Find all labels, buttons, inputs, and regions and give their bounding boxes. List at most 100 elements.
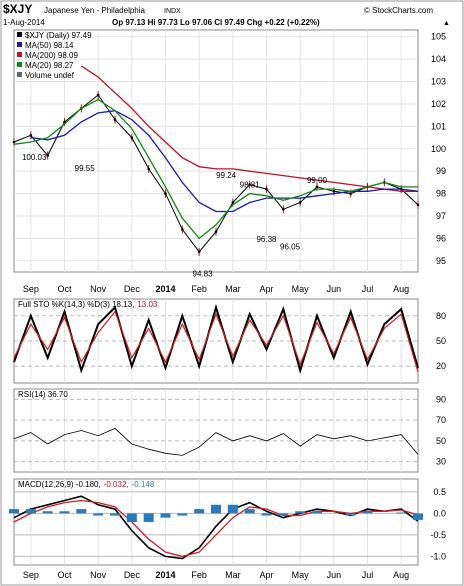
macd-histogram-bar <box>76 509 87 514</box>
sto-label: Full STO %K(14,3) %D(3) 18.13, 13.03 <box>18 300 158 309</box>
price-annotation: 96.05 <box>280 242 301 251</box>
x-tick-label: Nov <box>90 284 107 294</box>
y-tick-label: 96 <box>436 233 446 243</box>
macd-histogram-bar <box>93 513 104 516</box>
legend-label: Volume undef <box>25 71 75 80</box>
legend-label: $XJY (Daily) 97.49 <box>25 31 92 40</box>
macd-histogram-bar <box>177 513 188 516</box>
x-tick-label: 2014 <box>155 284 175 294</box>
legend-swatch <box>17 72 22 77</box>
x-tick-label: Sep <box>23 570 39 580</box>
x-tick-label: May <box>292 570 310 580</box>
y-tick-label: -0.5 <box>430 530 446 540</box>
y-tick-label: 0.0 <box>433 508 446 518</box>
macd-histogram-bar <box>396 512 407 514</box>
chart-date: 1-Aug-2014 <box>3 18 45 27</box>
x-tick-label: Aug <box>393 570 409 580</box>
panel-frame <box>13 29 419 273</box>
x-tick-label: Oct <box>57 570 72 580</box>
x-tick-label: Apr <box>259 284 273 294</box>
macd-histogram-bar <box>160 513 171 518</box>
y-tick-label: 20 <box>436 361 446 371</box>
x-tick-label: Jul <box>362 284 374 294</box>
legend-label: MA(200) 98.09 <box>25 51 78 60</box>
macd-label-hist: -0.148 <box>132 480 155 489</box>
macd-histogram-bar <box>126 513 137 522</box>
macd-histogram-bar <box>278 513 289 516</box>
x-axis-price: Sep Oct Nov Dec 2014 Feb Mar Apr May Jun Jul Aug <box>23 284 409 294</box>
legend-swatch <box>17 32 22 37</box>
macd-histogram-bar <box>244 509 255 514</box>
series-line <box>13 303 419 374</box>
macd-histogram-bar <box>312 511 322 514</box>
y-tick-label: 103 <box>431 77 446 87</box>
price-panel: 95 96 97 98 99 100 101 102 103 104 105 $XJY (Daily)… <box>12 29 446 279</box>
x-tick-label: Aug <box>393 284 409 294</box>
y-tick-label: 30 <box>436 457 446 467</box>
sto-label-d: 13.03 <box>137 300 158 309</box>
legend-swatch <box>17 42 22 47</box>
x-tick-label: Jun <box>327 570 342 580</box>
panel-frame <box>13 478 419 566</box>
x-tick-label: Feb <box>191 284 207 294</box>
ohlc-readout: Op 97.13 Hi 97.73 Lo 97.06 Cl 97.49 Chg … <box>112 18 320 27</box>
macd-panel: -1.0 -0.5 0.0 0.5 <box>9 478 446 566</box>
x-tick-label: Dec <box>124 284 141 294</box>
legend-label: MA(50) 98.14 <box>25 41 74 50</box>
series-line <box>30 110 419 213</box>
price-annotation: 98.81 <box>240 180 261 189</box>
macd-histogram-bar <box>194 509 205 514</box>
y-tick-label: 105 <box>431 32 446 42</box>
macd-histogram-bar <box>362 511 373 514</box>
macd-label-main: MACD(12,26,9) -0.180, <box>18 480 101 489</box>
x-tick-label: Dec <box>124 570 141 580</box>
x-tick-label: Jun <box>327 284 342 294</box>
legend-swatch <box>17 52 22 57</box>
panel-frame <box>13 388 419 473</box>
x-tick-label: Feb <box>191 570 207 580</box>
x-tick-label: Apr <box>259 570 273 580</box>
y-tick-label: 90 <box>436 394 446 404</box>
macd-histogram-bar <box>295 511 306 514</box>
x-tick-label: 2014 <box>155 570 175 580</box>
macd-histogram-bar <box>25 509 36 514</box>
y-tick-label: 104 <box>431 54 446 64</box>
stochastic-panel: 20 50 80 <box>13 298 446 384</box>
price-annotation: 100.03 <box>22 153 47 162</box>
price-annotation: 99.24 <box>216 171 237 180</box>
macd-histogram-bar <box>9 509 19 514</box>
macd-histogram-bar <box>110 513 120 516</box>
macd-histogram-bar <box>59 511 70 514</box>
series-line <box>13 310 419 373</box>
y-tick-label: 0.5 <box>433 487 446 497</box>
macd-histogram-bar <box>227 504 238 514</box>
legend-label: MA(20) 98.27 <box>25 61 74 70</box>
y-tick-label: 80 <box>436 311 446 321</box>
macd-histogram-bar <box>42 511 53 514</box>
symbol: $XJY <box>3 2 32 16</box>
x-tick-label: Mar <box>225 284 241 294</box>
x-tick-label: Sep <box>23 284 39 294</box>
sto-label-main: Full STO %K(14,3) %D(3) 18.13, <box>18 300 134 309</box>
y-tick-label: 100 <box>431 144 446 154</box>
rsi-panel: 30 50 70 90 <box>13 388 446 473</box>
x-tick-label: Oct <box>57 284 72 294</box>
x-tick-label: May <box>292 284 310 294</box>
price-annotation: 99.00 <box>307 176 328 185</box>
price-annotation: 99.55 <box>75 164 96 173</box>
y-tick-label: 95 <box>436 256 446 266</box>
rsi-label: RSI(14) 36.70 <box>18 390 68 399</box>
price-annotation: 96.38 <box>256 235 277 244</box>
series-line <box>13 98 418 240</box>
x-tick-label: Nov <box>90 570 107 580</box>
instrument-name: Japanese Yen - Philadelphia <box>44 6 146 15</box>
y-tick-label: 101 <box>431 121 446 131</box>
change-up-icon: ▲ <box>443 20 450 27</box>
x-tick-label: Jul <box>362 570 374 580</box>
legend-swatch <box>17 62 22 67</box>
exchange: INDX <box>164 8 181 15</box>
macd-histogram-bar <box>261 513 272 516</box>
y-tick-label: 97 <box>436 211 446 221</box>
x-axis-bottom: Sep Oct Nov Dec 2014 Feb Mar Apr May Jun Jul Aug <box>23 570 409 580</box>
price-annotation: 94.83 <box>193 270 214 279</box>
